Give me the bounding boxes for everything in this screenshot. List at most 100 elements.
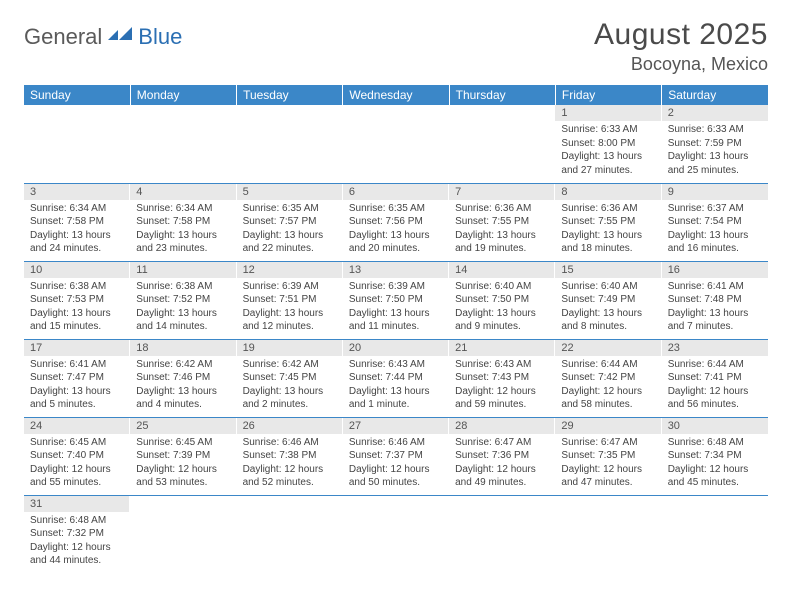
calendar-day-cell: 22Sunrise: 6:44 AMSunset: 7:42 PMDayligh… <box>555 339 661 417</box>
calendar-day-cell <box>449 105 555 183</box>
sunset-line: Sunset: 7:59 PM <box>668 137 762 151</box>
daylight-line: Daylight: 13 hours <box>243 229 337 243</box>
day-body: Sunrise: 6:42 AMSunset: 7:45 PMDaylight:… <box>237 356 343 416</box>
logo-text-blue: Blue <box>138 24 182 50</box>
calendar-day-cell: 12Sunrise: 6:39 AMSunset: 7:51 PMDayligh… <box>237 261 343 339</box>
sunrise-line: Sunrise: 6:36 AM <box>561 202 655 216</box>
calendar-day-cell: 3Sunrise: 6:34 AMSunset: 7:58 PMDaylight… <box>24 183 130 261</box>
day-number: 4 <box>130 184 236 200</box>
daylight-line: Daylight: 13 hours <box>349 307 443 321</box>
day-number: 9 <box>662 184 768 200</box>
daylight-line: Daylight: 12 hours <box>30 463 124 477</box>
title-block: August 2025 Bocoyna, Mexico <box>594 18 768 75</box>
sunset-line: Sunset: 7:42 PM <box>561 371 655 385</box>
daylight-line: Daylight: 13 hours <box>561 229 655 243</box>
sunset-line: Sunset: 7:54 PM <box>668 215 762 229</box>
calendar-week-row: 10Sunrise: 6:38 AMSunset: 7:53 PMDayligh… <box>24 261 768 339</box>
sunrise-line: Sunrise: 6:35 AM <box>349 202 443 216</box>
sunset-line: Sunset: 7:52 PM <box>136 293 230 307</box>
calendar-day-cell: 30Sunrise: 6:48 AMSunset: 7:34 PMDayligh… <box>662 417 768 495</box>
day-body: Sunrise: 6:38 AMSunset: 7:53 PMDaylight:… <box>24 278 130 338</box>
day-number: 19 <box>237 340 343 356</box>
daylight-line: and 18 minutes. <box>561 242 655 256</box>
day-number: 18 <box>130 340 236 356</box>
day-number: 3 <box>24 184 130 200</box>
calendar-day-cell: 9Sunrise: 6:37 AMSunset: 7:54 PMDaylight… <box>662 183 768 261</box>
logo-text-general: General <box>24 24 102 50</box>
daylight-line: and 59 minutes. <box>455 398 549 412</box>
sunrise-line: Sunrise: 6:41 AM <box>30 358 124 372</box>
daylight-line: Daylight: 13 hours <box>668 229 762 243</box>
sunset-line: Sunset: 8:00 PM <box>561 137 655 151</box>
calendar-day-cell: 26Sunrise: 6:46 AMSunset: 7:38 PMDayligh… <box>237 417 343 495</box>
day-body: Sunrise: 6:47 AMSunset: 7:36 PMDaylight:… <box>449 434 555 494</box>
day-number: 16 <box>662 262 768 278</box>
sunrise-line: Sunrise: 6:39 AM <box>243 280 337 294</box>
calendar-day-cell: 8Sunrise: 6:36 AMSunset: 7:55 PMDaylight… <box>555 183 661 261</box>
sunset-line: Sunset: 7:46 PM <box>136 371 230 385</box>
calendar-day-cell: 1Sunrise: 6:33 AMSunset: 8:00 PMDaylight… <box>555 105 661 183</box>
calendar-day-cell <box>343 105 449 183</box>
day-body: Sunrise: 6:41 AMSunset: 7:48 PMDaylight:… <box>662 278 768 338</box>
day-number: 11 <box>130 262 236 278</box>
daylight-line: and 20 minutes. <box>349 242 443 256</box>
sunset-line: Sunset: 7:55 PM <box>561 215 655 229</box>
daylight-line: and 1 minute. <box>349 398 443 412</box>
daylight-line: Daylight: 12 hours <box>349 463 443 477</box>
daylight-line: and 25 minutes. <box>668 164 762 178</box>
calendar-day-cell: 13Sunrise: 6:39 AMSunset: 7:50 PMDayligh… <box>343 261 449 339</box>
calendar-day-cell <box>237 105 343 183</box>
day-number: 7 <box>449 184 555 200</box>
sunrise-line: Sunrise: 6:42 AM <box>243 358 337 372</box>
day-body: Sunrise: 6:38 AMSunset: 7:52 PMDaylight:… <box>130 278 236 338</box>
day-body: Sunrise: 6:34 AMSunset: 7:58 PMDaylight:… <box>24 200 130 260</box>
daylight-line: and 14 minutes. <box>136 320 230 334</box>
daylight-line: and 58 minutes. <box>561 398 655 412</box>
sunrise-line: Sunrise: 6:46 AM <box>243 436 337 450</box>
daylight-line: Daylight: 13 hours <box>668 307 762 321</box>
daylight-line: Daylight: 12 hours <box>455 463 549 477</box>
daylight-line: Daylight: 13 hours <box>30 307 124 321</box>
day-number: 14 <box>449 262 555 278</box>
sunrise-line: Sunrise: 6:34 AM <box>30 202 124 216</box>
day-body: Sunrise: 6:33 AMSunset: 7:59 PMDaylight:… <box>662 121 768 181</box>
day-body: Sunrise: 6:45 AMSunset: 7:39 PMDaylight:… <box>130 434 236 494</box>
calendar-week-row: 24Sunrise: 6:45 AMSunset: 7:40 PMDayligh… <box>24 417 768 495</box>
calendar-day-cell <box>237 495 343 573</box>
daylight-line: and 7 minutes. <box>668 320 762 334</box>
sunrise-line: Sunrise: 6:42 AM <box>136 358 230 372</box>
logo: General Blue <box>24 18 182 50</box>
sunset-line: Sunset: 7:32 PM <box>30 527 124 541</box>
day-body: Sunrise: 6:44 AMSunset: 7:41 PMDaylight:… <box>662 356 768 416</box>
sunrise-line: Sunrise: 6:35 AM <box>243 202 337 216</box>
day-number: 31 <box>24 496 130 512</box>
calendar-day-cell: 2Sunrise: 6:33 AMSunset: 7:59 PMDaylight… <box>662 105 768 183</box>
sunset-line: Sunset: 7:50 PM <box>349 293 443 307</box>
calendar-day-cell <box>343 495 449 573</box>
day-body: Sunrise: 6:39 AMSunset: 7:51 PMDaylight:… <box>237 278 343 338</box>
daylight-line: and 4 minutes. <box>136 398 230 412</box>
daylight-line: and 52 minutes. <box>243 476 337 490</box>
day-number: 1 <box>555 105 661 121</box>
daylight-line: and 27 minutes. <box>561 164 655 178</box>
weekday-header: Thursday <box>449 85 555 105</box>
weekday-header: Monday <box>130 85 236 105</box>
day-body: Sunrise: 6:44 AMSunset: 7:42 PMDaylight:… <box>555 356 661 416</box>
day-body: Sunrise: 6:45 AMSunset: 7:40 PMDaylight:… <box>24 434 130 494</box>
calendar-day-cell: 6Sunrise: 6:35 AMSunset: 7:56 PMDaylight… <box>343 183 449 261</box>
day-body: Sunrise: 6:41 AMSunset: 7:47 PMDaylight:… <box>24 356 130 416</box>
header: General Blue August 2025 Bocoyna, Mexico <box>24 18 768 75</box>
calendar-day-cell: 4Sunrise: 6:34 AMSunset: 7:58 PMDaylight… <box>130 183 236 261</box>
daylight-line: Daylight: 13 hours <box>136 307 230 321</box>
day-number: 30 <box>662 418 768 434</box>
sunrise-line: Sunrise: 6:40 AM <box>561 280 655 294</box>
sunrise-line: Sunrise: 6:48 AM <box>30 514 124 528</box>
calendar-day-cell: 25Sunrise: 6:45 AMSunset: 7:39 PMDayligh… <box>130 417 236 495</box>
daylight-line: and 15 minutes. <box>30 320 124 334</box>
daylight-line: and 50 minutes. <box>349 476 443 490</box>
daylight-line: Daylight: 13 hours <box>349 385 443 399</box>
sunset-line: Sunset: 7:38 PM <box>243 449 337 463</box>
daylight-line: and 19 minutes. <box>455 242 549 256</box>
day-number: 12 <box>237 262 343 278</box>
daylight-line: Daylight: 13 hours <box>561 307 655 321</box>
